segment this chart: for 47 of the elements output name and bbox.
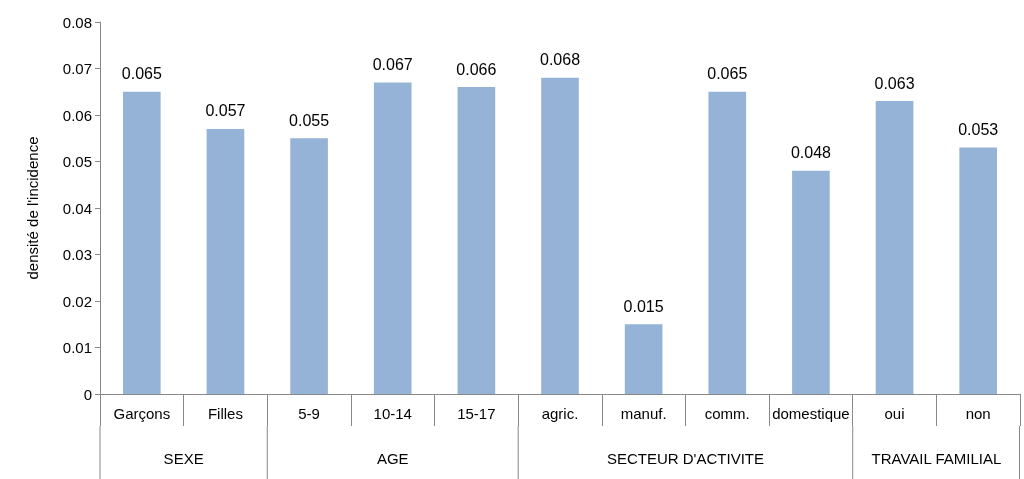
x-tick-label: oui <box>884 405 905 422</box>
bar <box>792 170 830 394</box>
y-tick-label: 0.01 <box>62 339 92 356</box>
data-label: 0.065 <box>707 65 748 83</box>
y-tick-label: 0.08 <box>62 13 92 31</box>
bar <box>541 77 579 394</box>
bar <box>959 147 997 394</box>
y-tick-label: 0.07 <box>62 60 92 77</box>
data-label: 0.066 <box>456 60 497 78</box>
y-tick-label: 0.02 <box>62 292 92 310</box>
data-label: 0.053 <box>958 121 999 139</box>
bar <box>206 128 245 394</box>
data-label: 0.055 <box>289 111 330 129</box>
text: SEXE <box>163 449 204 467</box>
y-axis-title: densité de l'incidence <box>24 136 41 280</box>
data-label: 0.057 <box>205 102 246 120</box>
data-label: 0.065 <box>121 65 162 83</box>
bar <box>875 101 914 394</box>
text: AGE <box>376 449 409 467</box>
x-tick-label: 10-14 <box>373 405 412 422</box>
x-tick-label: domestique <box>772 405 850 422</box>
bar <box>708 91 747 394</box>
x-tick-label: Filles <box>207 405 243 422</box>
x-tick-label: 15-17 <box>457 405 496 422</box>
bar <box>457 87 496 394</box>
bar <box>123 91 161 394</box>
x-tick-label: 5-9 <box>298 405 320 422</box>
y-tick-label: 0.05 <box>62 153 92 170</box>
y-tick-label: 0.03 <box>62 246 92 263</box>
bar <box>290 138 328 394</box>
x-tick-label: Garçons <box>113 405 171 422</box>
data-label: 0.015 <box>623 297 664 315</box>
text: TRAVAIL FAMILIAL <box>871 449 1002 467</box>
data-label: 0.063 <box>874 74 915 92</box>
y-tick-label: 0 <box>83 385 92 403</box>
data-label: 0.048 <box>790 144 832 162</box>
bar <box>624 324 663 394</box>
bar <box>373 82 412 394</box>
x-tick-label: comm. <box>704 405 750 422</box>
text: SECTEUR D'ACTIVITE <box>606 449 764 467</box>
x-tick-label: non <box>965 405 991 422</box>
data-label: 0.067 <box>372 55 413 73</box>
y-tick-label: 0.04 <box>62 199 92 217</box>
x-tick-label: manuf. <box>620 405 667 422</box>
x-tick-label: agric. <box>541 405 579 422</box>
data-label: 0.068 <box>539 51 581 69</box>
y-tick-label: 0.06 <box>62 106 92 124</box>
